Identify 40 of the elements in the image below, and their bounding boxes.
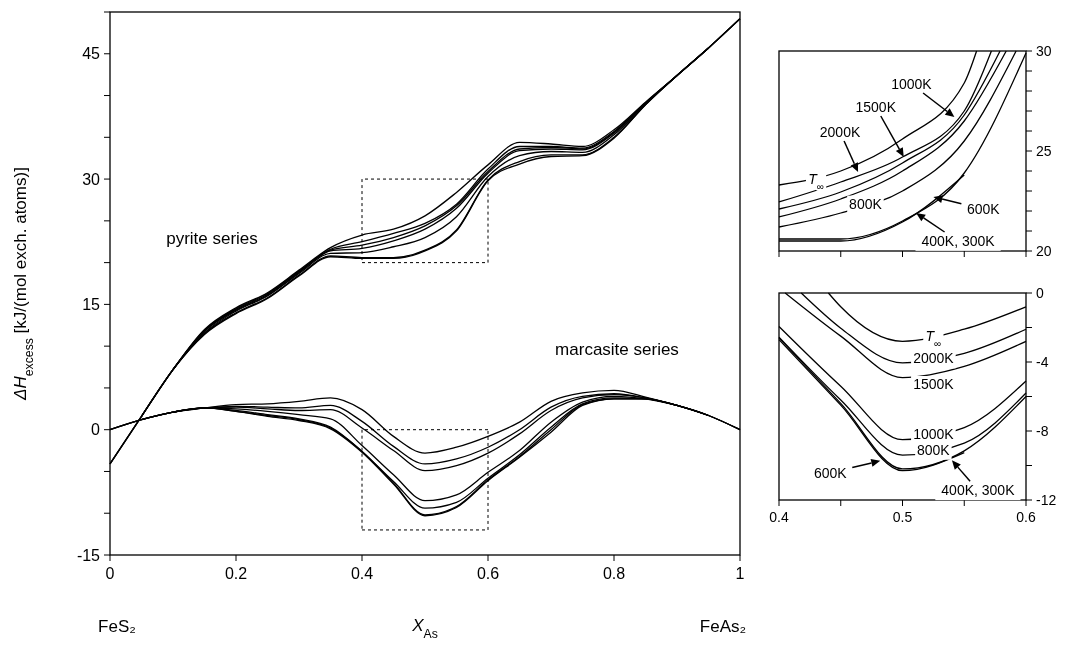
- text: FeAs₂: [699, 617, 747, 636]
- annotation: 800K: [917, 441, 951, 458]
- x-tick-label: 0.4: [350, 565, 374, 582]
- annotation: 2000K: [913, 350, 955, 367]
- annotation: 1000K: [913, 426, 955, 443]
- x-tick-label: 0.6: [1016, 509, 1036, 525]
- y-tick-label: 45: [82, 45, 101, 63]
- annotation: pyrite series: [166, 229, 258, 248]
- annotation: T$_{∞}$: [808, 170, 824, 192]
- x-tick-label: 0.8: [602, 565, 626, 582]
- y-tick-label: -8: [1036, 422, 1049, 439]
- annotation: 400K, 300K: [921, 232, 996, 249]
- x-tick-label: 0: [105, 565, 115, 582]
- annotation: marcasite series: [555, 340, 679, 359]
- y-tick-label: 30: [82, 170, 101, 188]
- text: FeS₂: [98, 617, 136, 636]
- y-tick-label: -4: [1036, 353, 1049, 370]
- x-tick-label: 0.2: [224, 565, 248, 582]
- annotation: 600K: [967, 200, 1001, 217]
- annotation: 400K, 300K: [941, 482, 1016, 499]
- y-tick-label: 15: [82, 295, 101, 313]
- annotation: T$_{∞}$: [925, 328, 942, 349]
- annotation: 2000K: [819, 123, 861, 140]
- annotation: 1500K: [913, 376, 955, 393]
- y-tick-label: 25: [1036, 142, 1052, 159]
- annotation: 1500K: [855, 98, 897, 115]
- x-axis-title: X$_{As}$: [411, 616, 438, 641]
- y-tick-label: -12: [1036, 491, 1057, 508]
- y-tick-label: 30: [1036, 42, 1052, 59]
- x-tick-label: 0.5: [892, 509, 913, 525]
- y-tick-label: -15: [76, 546, 101, 564]
- y-tick-label: 0: [1036, 284, 1044, 301]
- y-tick-label: 20: [1036, 242, 1052, 259]
- annotation: 600K: [813, 464, 848, 481]
- annotation: 800K: [849, 195, 883, 212]
- y-tick-label: 0: [91, 421, 101, 439]
- x-tick-label: 0.4: [769, 509, 789, 525]
- x-tick-label: 0.6: [476, 565, 500, 582]
- annotation: 1000K: [891, 75, 933, 92]
- x-tick-label: 1: [735, 565, 745, 582]
